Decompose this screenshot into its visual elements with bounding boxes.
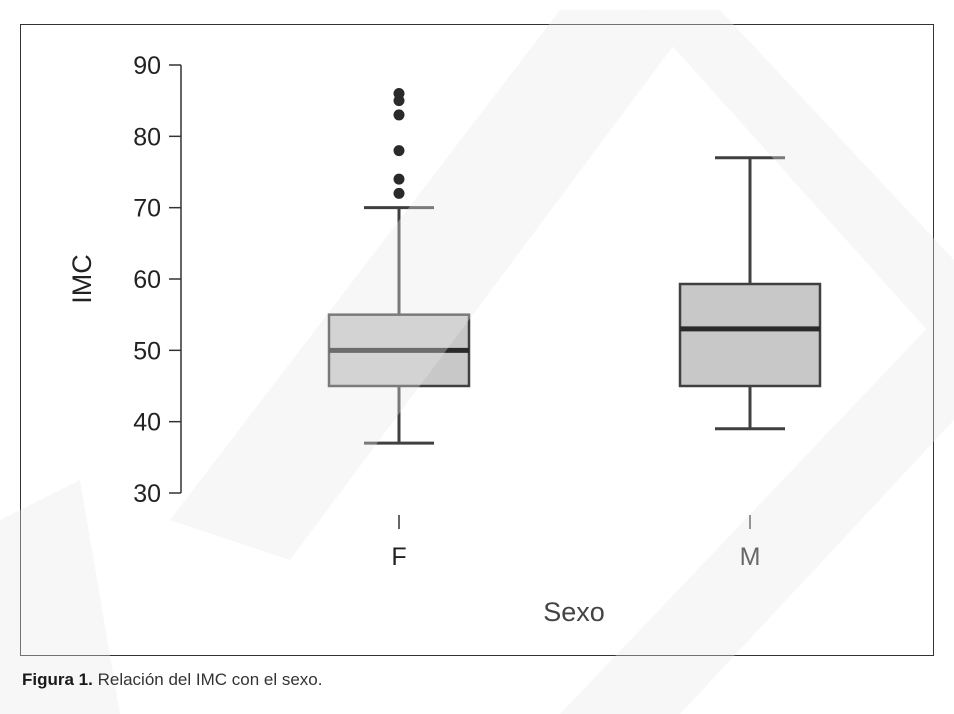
y-axis: 30 40 50 60 70 80 90 [133,52,182,508]
boxes [327,88,822,445]
figure-caption-text: Relación del IMC con el sexo. [92,670,323,689]
outlier-point [393,88,405,100]
y-tick-label: 80 [133,123,161,151]
y-tick-label: 50 [133,337,161,365]
iqr-box [678,282,822,388]
box-m [678,156,822,431]
figure-caption: Figura 1. Relación del IMC con el sexo. [22,670,322,690]
x-axis-title: Sexo [543,597,605,627]
outlier-point [393,145,405,157]
y-tick-label: 60 [133,266,161,294]
outlier-point [393,187,405,199]
figure-label: Figura 1. [22,670,93,689]
x-tick-label: M [740,543,761,571]
x-tick-label: F [391,543,406,571]
outlier-point [393,109,405,121]
y-tick-label: 90 [133,52,161,80]
outlier-point [393,173,405,185]
box-f [327,88,471,445]
y-axis-title: IMC [67,254,97,304]
y-tick-label: 30 [133,480,161,508]
y-tick-label: 70 [133,195,161,223]
y-tick-label: 40 [133,409,161,437]
